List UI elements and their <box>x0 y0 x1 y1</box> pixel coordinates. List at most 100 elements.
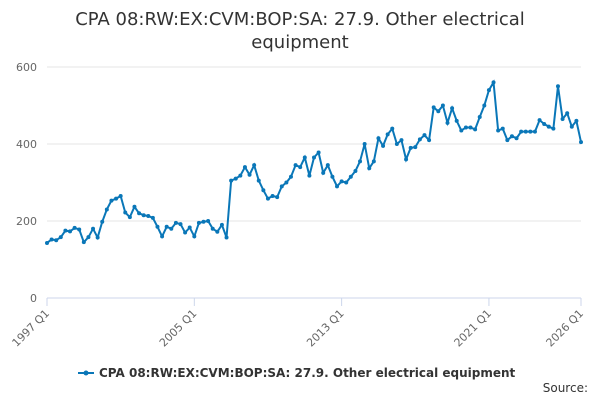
point <box>302 155 307 160</box>
point <box>229 178 234 183</box>
point <box>385 132 390 137</box>
y-tick-label: 600 <box>16 61 37 74</box>
x-tick-label: 2005 Q1 <box>157 307 200 350</box>
point <box>496 128 501 133</box>
point <box>275 195 280 200</box>
point <box>270 193 275 198</box>
point <box>523 129 528 134</box>
point <box>201 219 206 224</box>
point <box>141 213 146 218</box>
point <box>118 193 123 198</box>
point <box>344 180 349 185</box>
x-tick-label: 2013 Q1 <box>304 307 347 350</box>
point <box>284 180 289 185</box>
point <box>132 204 137 209</box>
point <box>178 222 183 227</box>
point <box>169 226 174 231</box>
point <box>468 125 473 130</box>
point <box>509 134 514 139</box>
point <box>187 225 192 230</box>
point <box>542 121 547 126</box>
point <box>91 226 96 231</box>
point <box>528 129 533 134</box>
point <box>491 80 496 85</box>
point <box>555 84 560 89</box>
point <box>242 165 247 170</box>
point <box>206 219 211 223</box>
point <box>532 129 537 134</box>
point <box>58 235 63 240</box>
point <box>463 125 468 130</box>
chart-title: CPA 08:RW:EX:CVM:BOP:SA: 27.9. Other ele… <box>75 9 525 53</box>
point <box>473 127 478 132</box>
point <box>196 220 201 225</box>
point <box>77 227 82 232</box>
point <box>233 176 238 181</box>
point <box>54 238 59 243</box>
point <box>486 88 491 93</box>
point <box>224 235 229 240</box>
point <box>381 143 386 148</box>
point <box>376 136 381 141</box>
point <box>482 103 487 108</box>
point <box>574 118 579 123</box>
point <box>114 196 119 201</box>
y-tick-label: 200 <box>16 215 37 228</box>
point <box>261 188 266 193</box>
point <box>394 142 399 146</box>
point <box>459 128 464 133</box>
point <box>49 237 54 242</box>
point <box>339 179 344 184</box>
point <box>353 168 358 173</box>
point <box>335 184 340 189</box>
point <box>81 240 86 245</box>
point <box>293 163 298 168</box>
legend-symbol <box>83 370 89 376</box>
point <box>164 224 169 229</box>
point <box>551 126 556 131</box>
point <box>404 157 409 162</box>
point <box>454 118 459 123</box>
point <box>160 234 165 239</box>
point <box>183 230 188 235</box>
point <box>86 235 91 240</box>
point <box>279 184 284 189</box>
point <box>150 215 155 220</box>
point <box>445 120 450 125</box>
series-line <box>46 79 582 245</box>
y-tick-label: 400 <box>16 138 37 151</box>
point <box>68 229 73 234</box>
point <box>288 174 293 179</box>
point <box>579 140 583 145</box>
point <box>219 222 224 227</box>
point <box>500 126 505 131</box>
point <box>256 178 261 183</box>
x-tick-label: 2026 Q1 <box>544 307 587 350</box>
x-tick-label: 2021 Q1 <box>452 307 495 350</box>
point <box>215 229 220 234</box>
point <box>408 145 413 150</box>
point <box>155 224 160 229</box>
point <box>298 165 303 170</box>
point <box>371 159 376 164</box>
point <box>436 109 441 114</box>
point <box>514 136 519 141</box>
point <box>450 106 455 111</box>
point <box>210 226 215 231</box>
point <box>422 133 427 138</box>
point <box>431 105 436 110</box>
point <box>247 172 252 177</box>
point <box>427 138 432 143</box>
point <box>477 115 482 120</box>
point <box>265 196 270 201</box>
point <box>367 166 372 171</box>
point <box>546 124 551 129</box>
point <box>307 173 312 178</box>
point <box>312 155 316 160</box>
point <box>72 225 77 230</box>
point <box>560 116 565 121</box>
point <box>325 163 330 168</box>
point <box>565 111 570 116</box>
point <box>537 118 542 123</box>
